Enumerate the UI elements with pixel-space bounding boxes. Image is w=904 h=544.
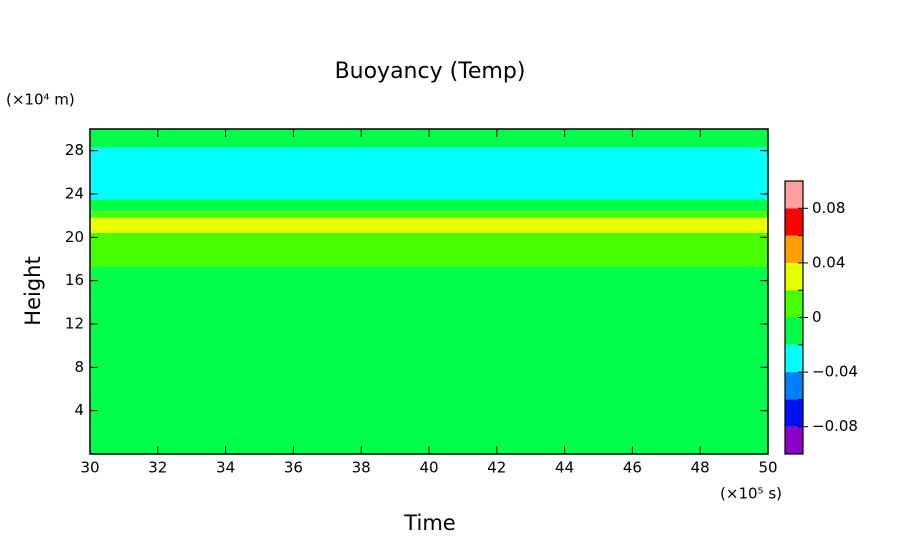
colorbar-segment xyxy=(785,317,803,345)
chart-title: Buoyancy (Temp) xyxy=(335,59,526,84)
colorbar-tick-label: −0.04 xyxy=(812,363,858,381)
colorbar-tick-label: −0.08 xyxy=(812,417,858,435)
colorbar-segment xyxy=(785,235,803,263)
colorbar-tick-label: 0.08 xyxy=(812,199,845,217)
y-tick-label: 8 xyxy=(74,358,84,376)
x-unit: (×10⁵ s) xyxy=(720,485,782,503)
x-tick-label: 48 xyxy=(691,459,710,477)
colorbar-segment xyxy=(785,208,803,236)
x-tick-label: 34 xyxy=(216,459,235,477)
colorbar-segment xyxy=(785,372,803,400)
colorbar-tick-label: 0.04 xyxy=(812,253,845,271)
y-axis-label: Height xyxy=(21,256,45,325)
contour-band xyxy=(90,211,768,218)
y-tick-label: 20 xyxy=(65,228,84,246)
x-axis-label: Time xyxy=(403,511,455,535)
x-tick-label: 36 xyxy=(284,459,303,477)
contour-band xyxy=(90,147,768,200)
x-tick-label: 30 xyxy=(80,459,99,477)
x-tick-label: 38 xyxy=(352,459,371,477)
colorbar-segment xyxy=(785,344,803,373)
x-tick-label: 46 xyxy=(623,459,642,477)
colorbar-segment xyxy=(785,399,803,427)
y-tick-label: 4 xyxy=(74,401,84,419)
x-tick-label: 32 xyxy=(148,459,167,477)
y-tick-label: 24 xyxy=(65,185,84,203)
contour-band xyxy=(90,129,768,148)
x-tick-label: 44 xyxy=(555,459,574,477)
x-tick-label: 40 xyxy=(419,459,438,477)
y-unit: (×10⁴ m) xyxy=(6,91,75,109)
contour-band xyxy=(90,233,768,267)
contour-band xyxy=(90,217,768,233)
contour-band xyxy=(90,266,768,454)
colorbar-tick-label: 0 xyxy=(812,308,822,326)
y-tick-label: 28 xyxy=(65,141,84,159)
colorbar-segment xyxy=(785,262,803,291)
x-tick-label: 42 xyxy=(487,459,506,477)
colorbar-segment xyxy=(785,426,803,454)
colorbar-segment xyxy=(785,181,803,209)
y-tick-label: 16 xyxy=(65,271,84,289)
colorbar-segment xyxy=(785,290,803,318)
contour-band xyxy=(90,199,768,212)
y-tick-label: 12 xyxy=(65,315,84,333)
x-tick-label: 50 xyxy=(758,459,777,477)
